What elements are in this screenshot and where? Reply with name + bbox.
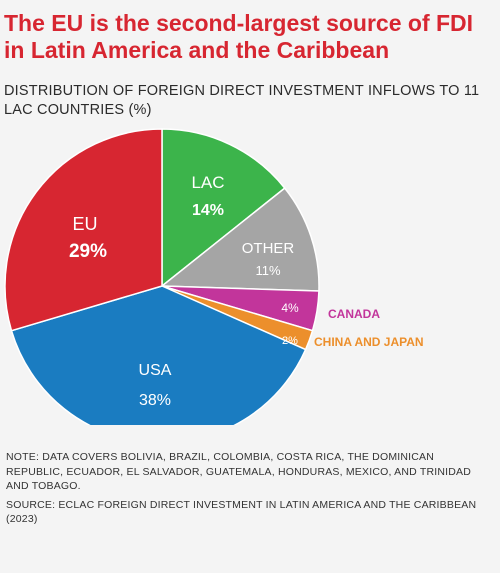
chart-subtitle: DISTRIBUTION OF FOREIGN DIRECT INVESTMEN… xyxy=(4,83,480,118)
chart-notes: NOTE: DATA COVERS BOLIVIA, BRAZIL, COLOM… xyxy=(6,450,494,531)
slice-label-eu: EU xyxy=(72,214,97,234)
slice-value-other: 11% xyxy=(255,263,280,278)
slice-value-usa: 38% xyxy=(139,392,171,409)
pie-slice-eu xyxy=(4,128,163,332)
pie-slice-usa xyxy=(10,285,307,425)
slice-label-canada: CANADA xyxy=(328,307,380,321)
chart-title: The EU is the second-largest source of F… xyxy=(4,10,474,63)
slice-label-other: OTHER xyxy=(242,240,295,257)
pie-slice-lac xyxy=(161,128,286,288)
slice-label-lac: LAC xyxy=(191,173,224,192)
slice-value-canada: 4% xyxy=(281,301,299,315)
slice-value-china-and-japan: 2% xyxy=(282,335,298,347)
pie-slice-other xyxy=(159,187,320,292)
note-text: NOTE: DATA COVERS BOLIVIA, BRAZIL, COLOM… xyxy=(6,451,472,492)
slice-label-usa: USA xyxy=(139,362,172,379)
pie-chart: LAC 14% OTHER 11% CANADA 4% CHINA AND JAPAN 2% U… xyxy=(4,128,424,425)
source-text: SOURCE: ECLAC FOREIGN DIRECT INVESTMENT … xyxy=(6,498,477,526)
slice-value-lac: 14% xyxy=(192,202,224,219)
slice-value-eu: 29% xyxy=(69,241,107,262)
slice-label-china-and-japan: CHINA AND JAPAN xyxy=(314,335,424,349)
